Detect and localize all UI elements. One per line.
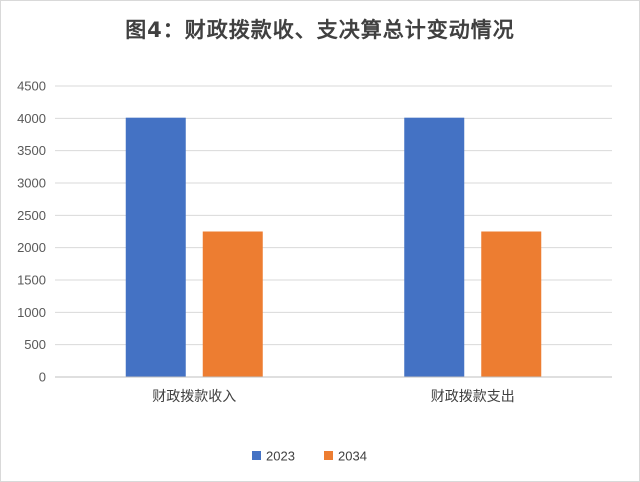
y-tick-label: 3000 bbox=[17, 176, 46, 191]
y-tick-label: 1500 bbox=[17, 273, 46, 288]
bar-2023-0 bbox=[125, 117, 186, 377]
y-tick-label: 1000 bbox=[17, 305, 46, 320]
bar-2034-0 bbox=[202, 231, 263, 377]
legend-label: 2034 bbox=[338, 449, 367, 464]
y-tick-label: 4500 bbox=[17, 79, 46, 94]
y-tick-label: 3500 bbox=[17, 143, 46, 158]
x-category-label: 财政拨款支出 bbox=[431, 389, 515, 405]
x-category-label: 财政拨款收入 bbox=[152, 389, 236, 405]
legend: 2023 2034 bbox=[252, 449, 367, 464]
bar-2023-1 bbox=[404, 117, 465, 377]
bars bbox=[125, 117, 542, 377]
legend-swatch-2034 bbox=[324, 451, 333, 460]
y-tick-label: 2500 bbox=[17, 208, 46, 223]
legend-swatch-2023 bbox=[252, 451, 261, 460]
legend-label: 2023 bbox=[266, 449, 295, 464]
y-tick-label: 2000 bbox=[17, 240, 46, 255]
y-tick-label: 0 bbox=[39, 370, 46, 385]
y-tick-label: 500 bbox=[24, 337, 46, 352]
bar-2034-1 bbox=[481, 231, 542, 377]
chart-title: 图4：财政拨款收、支决算总计变动情况 bbox=[125, 18, 515, 42]
y-axis-ticks: 0 500 1000 1500 2000 2500 3000 3500 4000 4500 bbox=[17, 79, 46, 385]
x-axis-categories: 财政拨款收入 财政拨款支出 bbox=[152, 389, 515, 405]
y-tick-label: 4000 bbox=[17, 111, 46, 126]
